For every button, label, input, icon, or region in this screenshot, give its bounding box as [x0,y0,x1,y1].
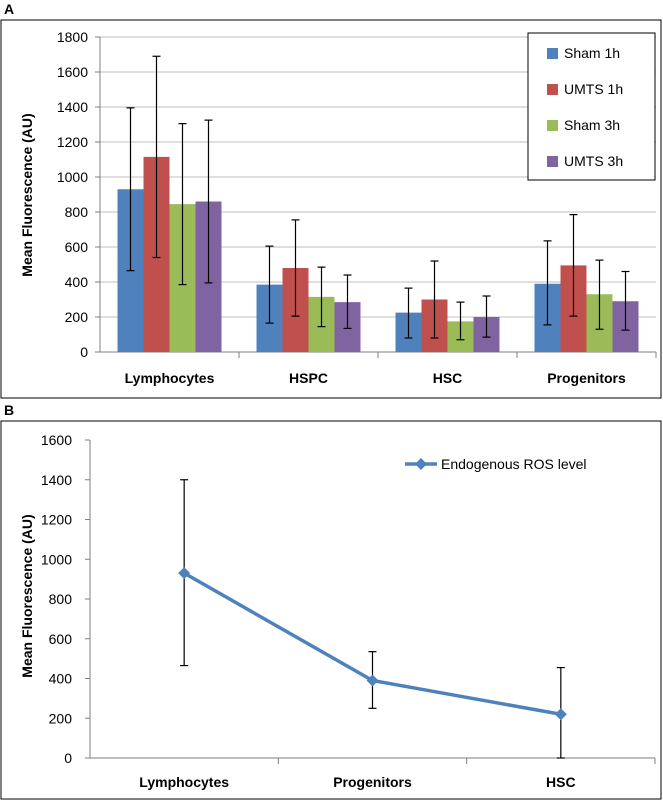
y-tick-label: 400 [49,671,73,687]
y-tick-label: 800 [65,204,89,220]
panel-a-y-axis-label: Mean Fluorescence (AU) [19,113,35,276]
y-tick-label: 1400 [57,99,88,115]
x-category-label: Progenitors [333,774,412,790]
y-tick-label: 1600 [57,64,88,80]
legend-swatch [547,156,558,167]
panel-a-y-ticks: 0 200 400 600 800 1000 1200 1400 1600 1800 [57,29,100,360]
y-tick-label: 200 [65,309,89,325]
panel-b-y-axis-label: Mean Fluorescence (AU) [19,514,35,677]
x-category-label: HSPC [289,370,328,386]
y-tick-label: 1200 [41,512,72,528]
legend-entry: UMTS 1h [564,81,623,97]
y-tick-label: 1600 [41,432,72,448]
x-category-label: HSC [546,774,576,790]
y-tick-label: 1800 [57,29,88,45]
data-point-marker [366,674,379,687]
panel-a-frame [0,19,662,399]
panel-b-y-ticks: 0 200 400 600 800 1000 1200 1400 1600 [41,432,90,766]
y-tick-label: 400 [65,274,89,290]
panel-b-categories: Lymphocytes Progenitors HSC [139,774,575,790]
panel-b-frame [0,420,662,800]
legend-swatch [547,84,558,95]
y-tick-label: 1000 [41,551,72,567]
panel-a-error-bars [126,55,630,341]
panel-a-categories: Lymphocytes HSPC HSC Progenitors [125,370,626,386]
y-tick-label: 0 [80,344,88,360]
y-tick-label: 1400 [41,472,72,488]
x-category-label: Progenitors [547,370,626,386]
y-tick-label: 1000 [57,169,88,185]
legend-swatch [547,48,558,59]
panel-a-legend: Sham 1h UMTS 1h Sham 3h UMTS 3h [527,32,656,181]
legend-marker [415,458,427,470]
y-tick-label: 600 [65,239,89,255]
legend-entry: UMTS 3h [564,153,623,169]
y-tick-label: 0 [64,750,72,766]
panel-a-chart: A 0 200 400 600 800 1000 1200 1400 1600 1800 Lymp… [0,1,662,399]
panel-b-axes [89,440,656,764]
panel-b-error-bars [180,479,565,759]
panel-b-legend: Endogenous ROS level [405,456,587,472]
panel-a-label: A [4,1,14,17]
legend-entry: Sham 1h [564,45,620,61]
legend-entry: Endogenous ROS level [441,456,587,472]
data-point-marker [554,708,567,721]
x-category-label: HSC [433,370,463,386]
panel-b-chart: B 0 200 400 600 800 1000 1200 1400 1600 Lymphocy… [0,402,662,800]
y-tick-label: 600 [49,631,73,647]
panel-b-label: B [4,402,14,418]
y-tick-label: 1200 [57,134,88,150]
x-category-label: Lymphocytes [125,370,215,386]
y-tick-label: 200 [49,710,73,726]
y-tick-label: 800 [49,591,73,607]
legend-swatch [547,120,558,131]
x-category-label: Lymphocytes [139,774,229,790]
legend-entry: Sham 3h [564,117,620,133]
data-point-marker [178,567,191,580]
panel-b-series [178,567,567,721]
panel-a-bars [117,156,639,352]
